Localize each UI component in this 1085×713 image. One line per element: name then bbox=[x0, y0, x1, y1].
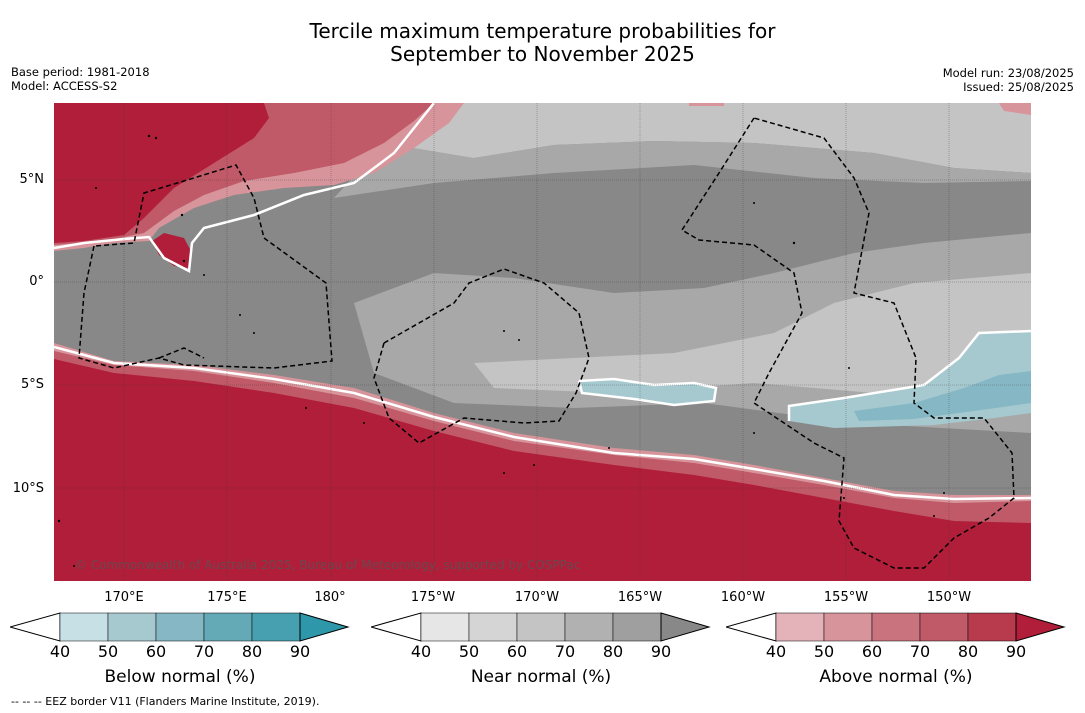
metadata-left: Base period: 1981-2018 Model: ACCESS-S2 bbox=[11, 65, 150, 93]
colorbar-near-swatch-2 bbox=[468, 612, 518, 642]
cb3-tick-90: 90 bbox=[1005, 642, 1027, 661]
near-normal-band-north-light bbox=[354, 103, 1031, 183]
cb1-tick-90: 90 bbox=[289, 642, 311, 661]
cb3-tick-50: 50 bbox=[813, 642, 835, 661]
colorbar-near-swatch-5 bbox=[612, 612, 662, 642]
colorbar-below-swatch-5 bbox=[251, 612, 301, 642]
colorbar-near-swatch-3 bbox=[516, 612, 566, 642]
colorbar-above-swatch-1 bbox=[775, 612, 825, 642]
colorbar-near-lower-triangle bbox=[371, 612, 422, 642]
lat-label-5n: 5°N bbox=[19, 172, 45, 187]
issued-label: Issued: 25/08/2025 bbox=[963, 80, 1074, 94]
eez-borders bbox=[78, 117, 1015, 569]
cb3-tick-60: 60 bbox=[861, 642, 883, 661]
lon-label-180: 180° bbox=[314, 590, 346, 605]
model-label: Model: ACCESS-S2 bbox=[11, 79, 118, 93]
colorbar-near-title: Near normal (%) bbox=[470, 667, 612, 687]
base-period-label: Base period: 1981-2018 bbox=[11, 65, 150, 79]
lat-label-0: 0° bbox=[29, 274, 44, 289]
colorbar-below-normal bbox=[10, 612, 350, 642]
colorbar-below-swatch-1 bbox=[59, 612, 109, 642]
colorbar-above-lower-triangle bbox=[726, 612, 777, 642]
colorbar-below-swatch-2 bbox=[107, 612, 157, 642]
cb1-tick-80: 80 bbox=[241, 642, 263, 661]
colorbar-above-swatch-4 bbox=[919, 612, 969, 642]
colorbar-near-swatch-4 bbox=[564, 612, 614, 642]
colorbar-above-swatch-5 bbox=[967, 612, 1017, 642]
lon-label-175w: 175°W bbox=[410, 590, 456, 605]
title-line-2: September to November 2025 bbox=[390, 42, 695, 66]
colorbar-above-normal bbox=[726, 612, 1066, 642]
cb1-tick-70: 70 bbox=[193, 642, 215, 661]
lon-label-175e: 175°E bbox=[207, 590, 247, 605]
lon-label-150w: 150°W bbox=[926, 590, 972, 605]
map-title: Tercile maximum temperature probabilitie… bbox=[0, 20, 1085, 66]
lon-label-165w: 165°W bbox=[617, 590, 663, 605]
above-normal-pocket bbox=[152, 233, 192, 268]
eez-footnote: -- -- -- EEZ border V11 (Flanders Marine… bbox=[11, 695, 320, 708]
above-normal-outline-south bbox=[54, 345, 1031, 501]
title-line-1: Tercile maximum temperature probabilitie… bbox=[309, 19, 776, 43]
graticule bbox=[54, 103, 1031, 581]
lon-label-170w: 170°W bbox=[514, 590, 560, 605]
near-normal-band-north-mid bbox=[334, 141, 1031, 198]
above-normal-patch-top-right bbox=[999, 103, 1031, 115]
lon-label-155w: 155°W bbox=[823, 590, 869, 605]
cb3-tick-80: 80 bbox=[957, 642, 979, 661]
colorbar-above-title: Above normal (%) bbox=[819, 667, 973, 687]
cb1-tick-60: 60 bbox=[145, 642, 167, 661]
above-normal-patch-top bbox=[689, 103, 724, 106]
cb1-tick-40: 40 bbox=[49, 642, 71, 661]
colorbar-above-swatch-3 bbox=[871, 612, 921, 642]
model-run-label: Model run: 23/08/2025 bbox=[942, 66, 1074, 80]
colorbar-below-swatch-3 bbox=[155, 612, 205, 642]
cb2-tick-60: 60 bbox=[506, 642, 528, 661]
cb2-tick-80: 80 bbox=[602, 642, 624, 661]
cb2-tick-90: 90 bbox=[650, 642, 672, 661]
island-markers bbox=[57, 134, 945, 567]
near-normal-band-center-lighter bbox=[474, 273, 1031, 403]
copyright-notice: © Commonwealth of Australia 2025, Bureau… bbox=[75, 558, 581, 572]
lat-label-5s: 5°S bbox=[20, 377, 44, 392]
lon-label-170e: 170°E bbox=[104, 590, 144, 605]
colorbar-below-title: Below normal (%) bbox=[104, 667, 256, 687]
colorbar-near-upper-triangle bbox=[660, 612, 711, 642]
above-normal-band-south-dark bbox=[54, 359, 1031, 581]
colorbar-near-normal bbox=[371, 612, 711, 642]
probability-map bbox=[54, 103, 1031, 581]
colorbar-above-swatch-2 bbox=[823, 612, 873, 642]
colorbar-below-upper-triangle bbox=[299, 612, 350, 642]
above-normal-region-northwest-dark bbox=[54, 103, 269, 243]
cb2-tick-70: 70 bbox=[554, 642, 576, 661]
below-normal-region-center bbox=[579, 379, 716, 405]
lat-label-10s: 10°S bbox=[12, 481, 44, 496]
colorbar-below-swatch-4 bbox=[203, 612, 253, 642]
colorbar-below-lower-triangle bbox=[10, 612, 61, 642]
cb2-tick-40: 40 bbox=[410, 642, 432, 661]
metadata-right: Model run: 23/08/2025 Issued: 25/08/2025 bbox=[943, 66, 1074, 94]
cb3-tick-40: 40 bbox=[765, 642, 787, 661]
below-normal-outline-center bbox=[577, 377, 718, 407]
lon-label-160w: 160°W bbox=[720, 590, 766, 605]
cb2-tick-50: 50 bbox=[458, 642, 480, 661]
colorbar-near-swatch-1 bbox=[420, 612, 470, 642]
cb3-tick-70: 70 bbox=[909, 642, 931, 661]
colorbar-above-upper-triangle bbox=[1015, 612, 1066, 642]
cb1-tick-50: 50 bbox=[97, 642, 119, 661]
below-normal-region-east-mid bbox=[854, 371, 1031, 421]
